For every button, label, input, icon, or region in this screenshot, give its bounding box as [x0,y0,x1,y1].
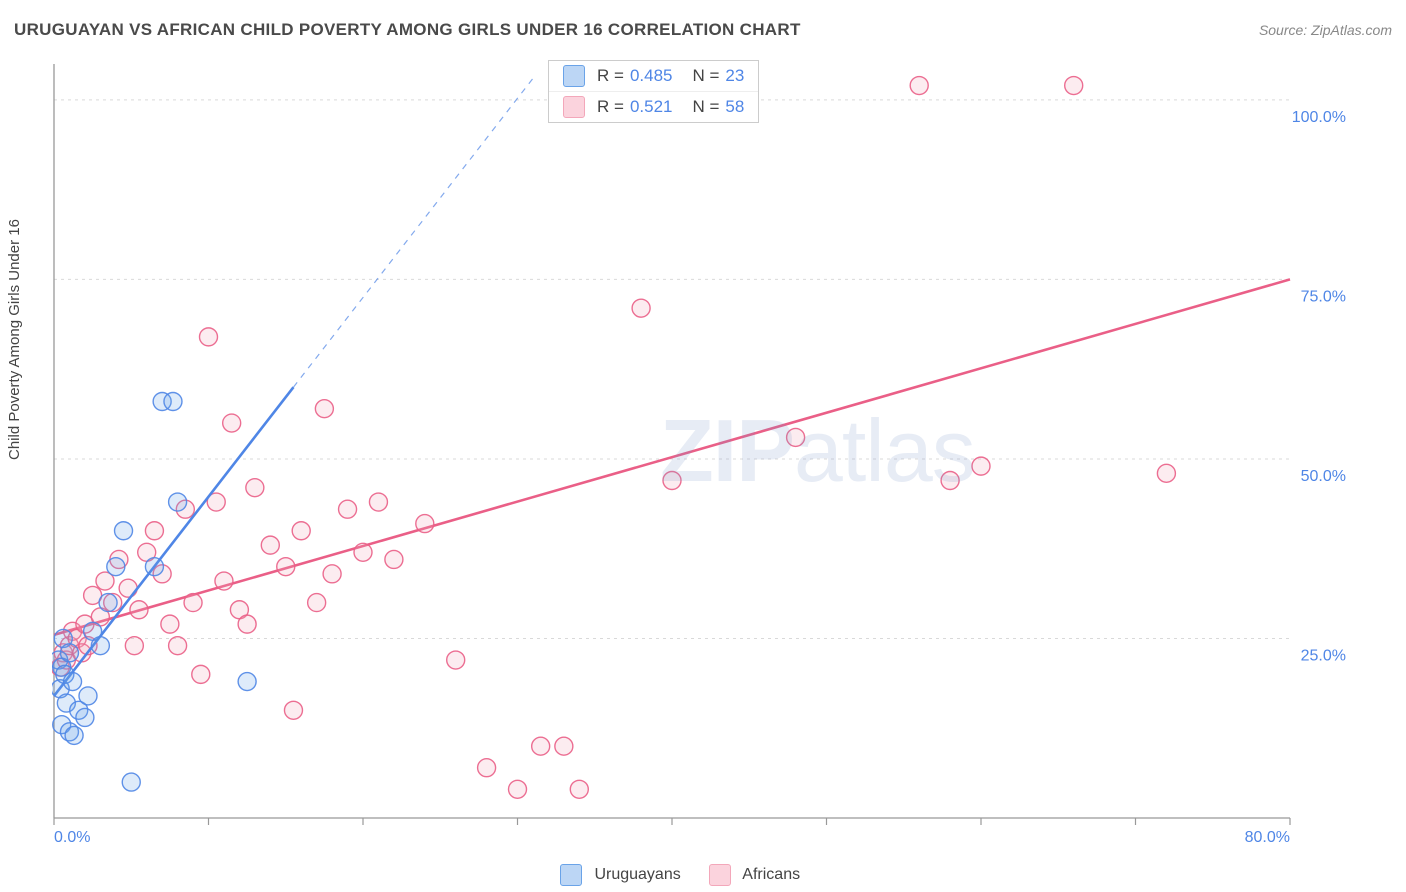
svg-text:50.0%: 50.0% [1301,468,1346,485]
legend-item-uruguayans: Uruguayans [560,864,681,886]
stats-row: R = 0.521 N = 58 [549,91,758,122]
chart-area: 25.0% 50.0% 75.0% 100.0% 0.0% 80.0% [52,56,1352,846]
legend-label: Africans [742,866,800,883]
n-value: 23 [725,66,744,86]
legend: Uruguayans Africans [560,864,800,886]
y-axis-label: Child Poverty Among Girls Under 16 [6,219,23,460]
n-label: N = [692,66,719,86]
chart-title: URUGUAYAN VS AFRICAN CHILD POVERTY AMONG… [14,20,801,40]
r-label: R = [597,66,624,86]
source-attribution: Source: ZipAtlas.com [1259,22,1392,38]
scatter-plot: 25.0% 50.0% 75.0% 100.0% 0.0% 80.0% [52,56,1352,846]
svg-text:75.0%: 75.0% [1301,288,1346,305]
svg-text:100.0%: 100.0% [1292,109,1346,126]
stats-swatch-icon [563,96,585,118]
legend-item-africans: Africans [709,864,800,886]
legend-swatch-icon [709,864,731,886]
n-label: N = [692,97,719,117]
r-value: 0.521 [630,97,673,117]
n-value: 58 [725,97,744,117]
svg-text:0.0%: 0.0% [54,829,90,846]
svg-text:25.0%: 25.0% [1301,647,1346,664]
legend-swatch-icon [560,864,582,886]
stats-swatch-icon [563,65,585,87]
r-label: R = [597,97,624,117]
header: URUGUAYAN VS AFRICAN CHILD POVERTY AMONG… [14,20,1392,40]
stats-row: R = 0.485 N = 23 [549,61,758,91]
correlation-stats-box: R = 0.485 N = 23 R = 0.521 N = 58 [548,60,759,123]
r-value: 0.485 [630,66,673,86]
svg-text:80.0%: 80.0% [1245,829,1290,846]
legend-label: Uruguayans [594,866,680,883]
